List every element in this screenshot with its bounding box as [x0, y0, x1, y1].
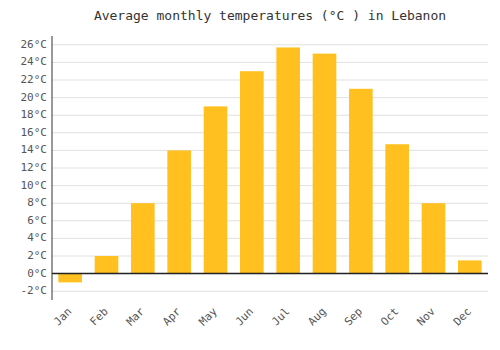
- y-tick-label: 10°C: [21, 179, 48, 192]
- grid-line: [52, 97, 488, 98]
- y-tick-label: 26°C: [21, 38, 48, 51]
- y-tick-label: 4°C: [27, 231, 47, 244]
- grid-line: [52, 150, 488, 151]
- y-tick-label: 14°C: [21, 143, 48, 156]
- grid-line: [52, 273, 488, 274]
- y-tick-label: 24°C: [21, 55, 48, 68]
- bars: [58, 47, 481, 282]
- grid-line: [52, 168, 488, 169]
- x-tick-label: Jun: [233, 305, 256, 328]
- x-tick-label: Dec: [451, 305, 474, 328]
- x-tick-label: Oct: [378, 305, 401, 328]
- y-tick-label: 8°C: [27, 196, 47, 209]
- bar: [313, 54, 337, 274]
- y-axis: -2°C 0°C 2°C 4°C 6°C 8°C 10°C 12°C 14°C 16°C 18°C 2…: [21, 38, 48, 297]
- x-tick-label: Nov: [414, 305, 438, 329]
- bar: [167, 150, 191, 273]
- grid-line: [52, 62, 488, 63]
- x-tick-label: Mar: [124, 305, 148, 329]
- x-tick-label: May: [196, 305, 220, 329]
- y-tick-label: -2°C: [21, 284, 48, 297]
- y-tick-label: 20°C: [21, 91, 48, 104]
- grid-line: [52, 115, 488, 116]
- x-axis: Jan Feb Mar Apr May Jun Jul Aug Sep Oct Nov Dec: [51, 305, 474, 329]
- x-tick-label: Jan: [51, 305, 74, 328]
- grid-line: [52, 291, 488, 292]
- y-tick-label: 22°C: [21, 73, 48, 86]
- bar: [204, 106, 228, 273]
- bar: [349, 89, 373, 274]
- grid-line: [52, 80, 488, 81]
- bar: [276, 47, 300, 273]
- x-tick-label: Jul: [269, 305, 292, 328]
- zero-line: [52, 273, 488, 275]
- y-tick-label: 0°C: [27, 267, 47, 280]
- bar: [58, 274, 82, 283]
- y-tick-label: 12°C: [21, 161, 48, 174]
- y-axis-line: [52, 36, 53, 300]
- y-tick-label: 16°C: [21, 126, 48, 139]
- bar: [458, 260, 482, 273]
- page: {"chart_data": {"type": "bar", "title": …: [0, 0, 500, 350]
- grid: [52, 45, 488, 291]
- x-tick-label: Sep: [342, 305, 365, 328]
- bar: [422, 203, 446, 273]
- title: Average monthly temperatures (°C ) in Le…: [94, 8, 446, 23]
- grid-line: [52, 132, 488, 133]
- x-tick-label: Apr: [160, 305, 184, 329]
- bar: [131, 203, 155, 273]
- bar: [95, 256, 119, 274]
- bar: [240, 71, 264, 273]
- x-tick-label: Feb: [87, 305, 110, 328]
- y-tick-label: 6°C: [27, 214, 47, 227]
- y-tick-label: 18°C: [21, 108, 48, 121]
- grid-line: [52, 44, 488, 45]
- x-tick-label: Aug: [305, 305, 328, 328]
- bar: [385, 144, 409, 273]
- grid-line: [52, 185, 488, 186]
- y-tick-label: 2°C: [27, 249, 47, 262]
- chart: -2°C 0°C 2°C 4°C 6°C 8°C 10°C 12°C 14°C 16°C 18°C 2…: [0, 0, 500, 350]
